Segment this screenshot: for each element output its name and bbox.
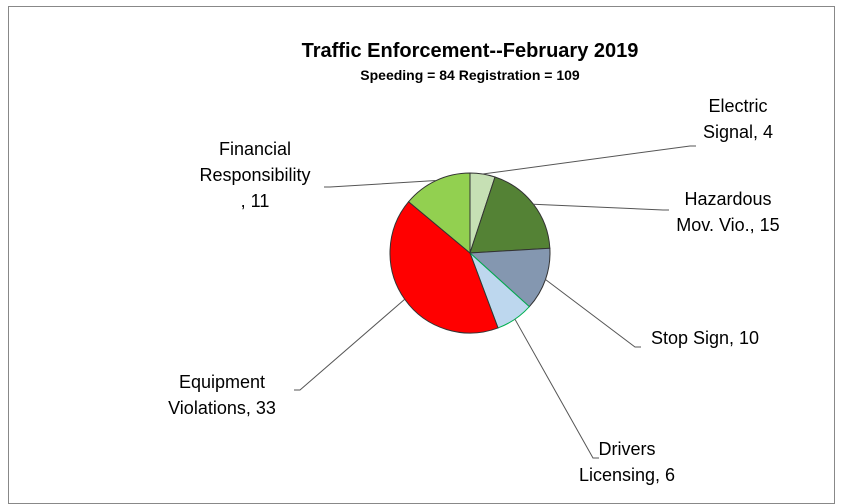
- leader-line: [482, 145, 696, 175]
- chart-subtitle: Speeding = 84 Registration = 109: [360, 67, 580, 83]
- leader-line: [545, 279, 641, 348]
- leader-line: [533, 203, 669, 211]
- data-label: Financial Responsibility, 11: [199, 139, 310, 211]
- leader-line: [294, 298, 406, 391]
- data-label: Hazardous Mov. Vio., 15: [676, 189, 779, 235]
- leader-line: [514, 318, 599, 459]
- pie-slice: [389, 201, 499, 334]
- data-label: Electric Signal, 4: [703, 96, 773, 142]
- chart-title: Traffic Enforcement--February 2019: [302, 40, 639, 62]
- leader-line: [324, 180, 437, 188]
- pie-slice: [468, 247, 551, 308]
- data-label: Stop Sign, 10: [651, 328, 759, 348]
- data-label: Drivers Licensing, 6: [579, 439, 675, 485]
- pie-slice: [469, 176, 551, 254]
- data-label: Equipment Violations, 33: [168, 372, 276, 418]
